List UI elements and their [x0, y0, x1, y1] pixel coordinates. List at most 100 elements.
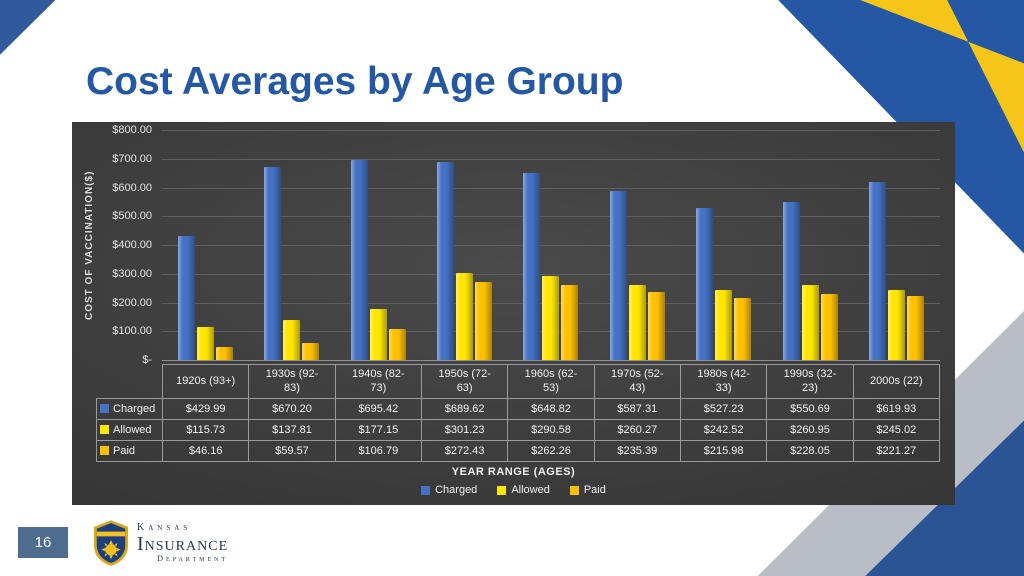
logo-text: Kansas Insurance Department [137, 523, 228, 563]
y-tick-label: $700.00 [112, 152, 152, 165]
bar-allowed [369, 309, 387, 360]
bar-paid [302, 342, 320, 360]
series-label-cell: Allowed [96, 419, 163, 441]
category-header: 2000s (22) [852, 364, 941, 399]
bar-charged [782, 201, 800, 360]
y-tick-label: $200.00 [112, 296, 152, 309]
bar-groups [162, 130, 940, 360]
table-cell: $235.39 [593, 440, 681, 462]
bar-group [594, 130, 680, 360]
table-cell: $245.02 [852, 419, 941, 441]
chart-panel: COST OF VACCINATION($) $800.00 $700.00 $60… [72, 122, 955, 505]
table-cell: $290.58 [507, 419, 595, 441]
x-axis-title: YEAR RANGE (AGES) [451, 466, 576, 478]
bar-paid [907, 296, 925, 360]
category-header: 1980s (42-33) [679, 364, 768, 399]
gridline [162, 187, 940, 189]
category-header: 1970s (52-43) [593, 364, 681, 399]
bar-charged [523, 173, 541, 360]
category-header: 1950s (72-63) [420, 364, 509, 399]
legend-swatch [569, 485, 579, 495]
table-row: Charged $429.99 $670.20 $695.42 $689.62 $648.… [96, 398, 941, 420]
table-cell: $260.27 [593, 419, 681, 441]
logo-line-department: Department [157, 554, 229, 563]
legend-label: Paid [583, 484, 606, 496]
bar-paid [561, 284, 579, 360]
bar-allowed [715, 290, 733, 360]
data-table: 1920s (93+) 1930s (92-83) 1940s (82-73) 195… [96, 364, 941, 462]
gridline [162, 273, 940, 275]
bar-group [681, 130, 767, 360]
bar-paid [475, 281, 493, 360]
bar-group [508, 130, 594, 360]
gridline [162, 158, 940, 160]
table-cell: $137.81 [248, 419, 336, 441]
legend-swatch [497, 485, 507, 495]
table-cell: $527.23 [679, 398, 768, 420]
chart-legend: Charged Allowed Paid [72, 484, 955, 496]
table-corner-cell [97, 365, 163, 399]
y-tick-label: $600.00 [112, 181, 152, 194]
table-cell: $429.99 [161, 398, 250, 420]
table-cell: $215.98 [679, 440, 768, 462]
table-cell: $262.26 [507, 440, 595, 462]
table-row: Allowed $115.73 $137.81 $177.15 $301.23 $290.… [96, 419, 941, 441]
table-cell: $550.69 [766, 398, 854, 420]
y-axis-title: COST OF VACCINATION($) [84, 170, 95, 320]
bar-paid [820, 294, 838, 360]
shield-icon [93, 520, 129, 566]
bar-group [248, 130, 334, 360]
series-label-cell: Charged [96, 398, 163, 420]
gridline [162, 360, 940, 361]
bar-charged [437, 161, 455, 360]
category-header: 1930s (92-83) [248, 364, 336, 399]
table-header-row: 1920s (93+) 1930s (92-83) 1940s (82-73) 195… [97, 364, 941, 399]
y-tick-labels: $800.00 $700.00 $600.00 $500.00 $400.00 $300.… [100, 124, 156, 366]
series-swatch [100, 425, 109, 434]
bar-charged [264, 167, 282, 360]
table-cell: $648.82 [507, 398, 595, 420]
series-label-cell: Paid [96, 440, 163, 462]
table-cell: $670.20 [248, 398, 336, 420]
bar-charged [869, 181, 887, 360]
bar-group [854, 130, 940, 360]
category-header: 1940s (82-73) [334, 364, 422, 399]
table-cell: $221.27 [852, 440, 941, 462]
legend-label: Allowed [511, 484, 550, 496]
bar-paid [647, 292, 665, 360]
table-cell: $587.31 [593, 398, 681, 420]
bar-paid [734, 297, 752, 360]
y-tick-label: $400.00 [112, 239, 152, 251]
bar-allowed [196, 326, 214, 360]
bar-group [421, 130, 507, 360]
logo-line-kansas: Kansas [137, 522, 192, 533]
bar-charged [177, 236, 195, 360]
slide-title: Cost Averages by Age Group [86, 60, 624, 103]
table-cell: $242.52 [679, 419, 768, 441]
series-swatch [100, 404, 109, 413]
table-cell: $260.95 [766, 419, 854, 441]
kansas-insurance-logo: Kansas Insurance Department [92, 516, 228, 570]
table-body: Charged $429.99 $670.20 $695.42 $689.62 $648.… [96, 398, 941, 462]
gridline [162, 216, 940, 218]
logo-line-insurance: Insurance [137, 533, 229, 555]
table-cell: $177.15 [334, 419, 422, 441]
table-cell: $228.05 [766, 440, 854, 462]
legend-item: Paid [569, 484, 606, 496]
y-tick-label: $500.00 [112, 210, 152, 223]
bar-charged [609, 191, 627, 360]
gridline [162, 245, 940, 246]
bar-allowed [801, 284, 819, 360]
bar-paid [388, 329, 406, 360]
table-cell: $272.43 [420, 440, 509, 462]
series-name: Allowed [113, 424, 152, 436]
bar-paid [215, 346, 233, 360]
category-header: 1960s (62-53) [507, 364, 595, 399]
bar-allowed [283, 320, 301, 360]
series-name: Charged [113, 403, 156, 415]
bar-allowed [456, 273, 474, 360]
table-row: Paid $46.16 $59.57 $106.79 $272.43 $262.26 $23… [96, 440, 941, 462]
table-cell: $46.16 [161, 440, 250, 462]
series-name: Paid [113, 445, 136, 457]
